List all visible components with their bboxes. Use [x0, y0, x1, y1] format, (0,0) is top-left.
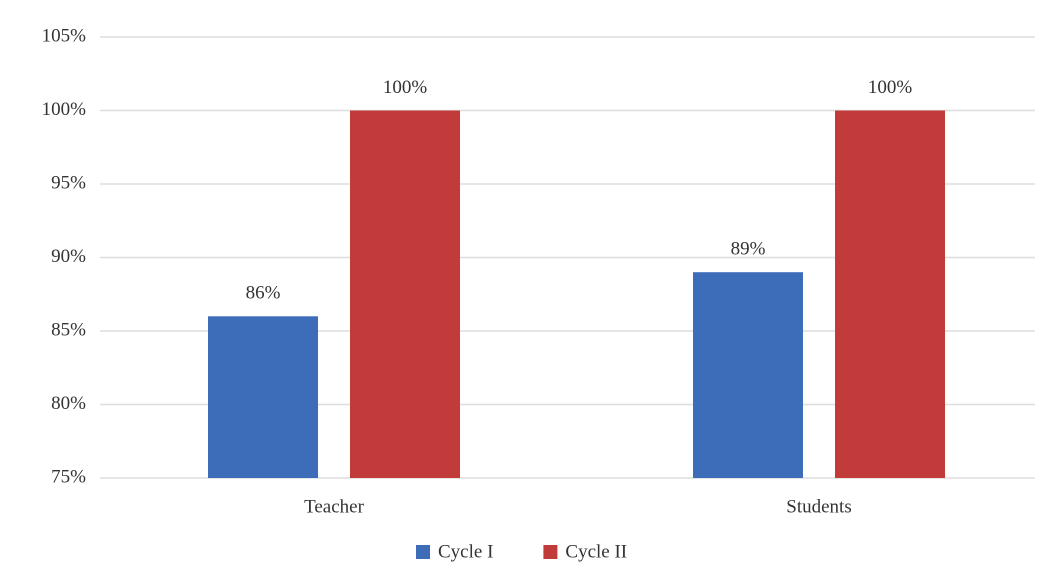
data-label: 89%	[731, 239, 766, 260]
data-label: 100%	[383, 77, 428, 98]
x-tick-label: Teacher	[304, 496, 365, 517]
data-label: 86%	[246, 283, 281, 304]
legend-swatch	[543, 545, 558, 559]
y-tick-label: 95%	[51, 172, 86, 193]
bar	[208, 316, 318, 478]
y-tick-label: 75%	[51, 466, 86, 487]
y-tick-label: 85%	[51, 319, 86, 340]
y-tick-label: 100%	[42, 99, 87, 120]
legend-label: Cycle II	[565, 541, 627, 562]
bar	[350, 110, 460, 478]
bar	[835, 110, 945, 478]
bar	[693, 272, 803, 478]
y-tick-label: 105%	[42, 25, 87, 46]
y-tick-label: 90%	[51, 246, 86, 267]
legend-label: Cycle I	[438, 541, 493, 562]
x-tick-label: Students	[786, 496, 851, 517]
data-label: 100%	[868, 77, 913, 98]
y-tick-label: 80%	[51, 393, 86, 414]
legend-swatch	[416, 545, 430, 559]
